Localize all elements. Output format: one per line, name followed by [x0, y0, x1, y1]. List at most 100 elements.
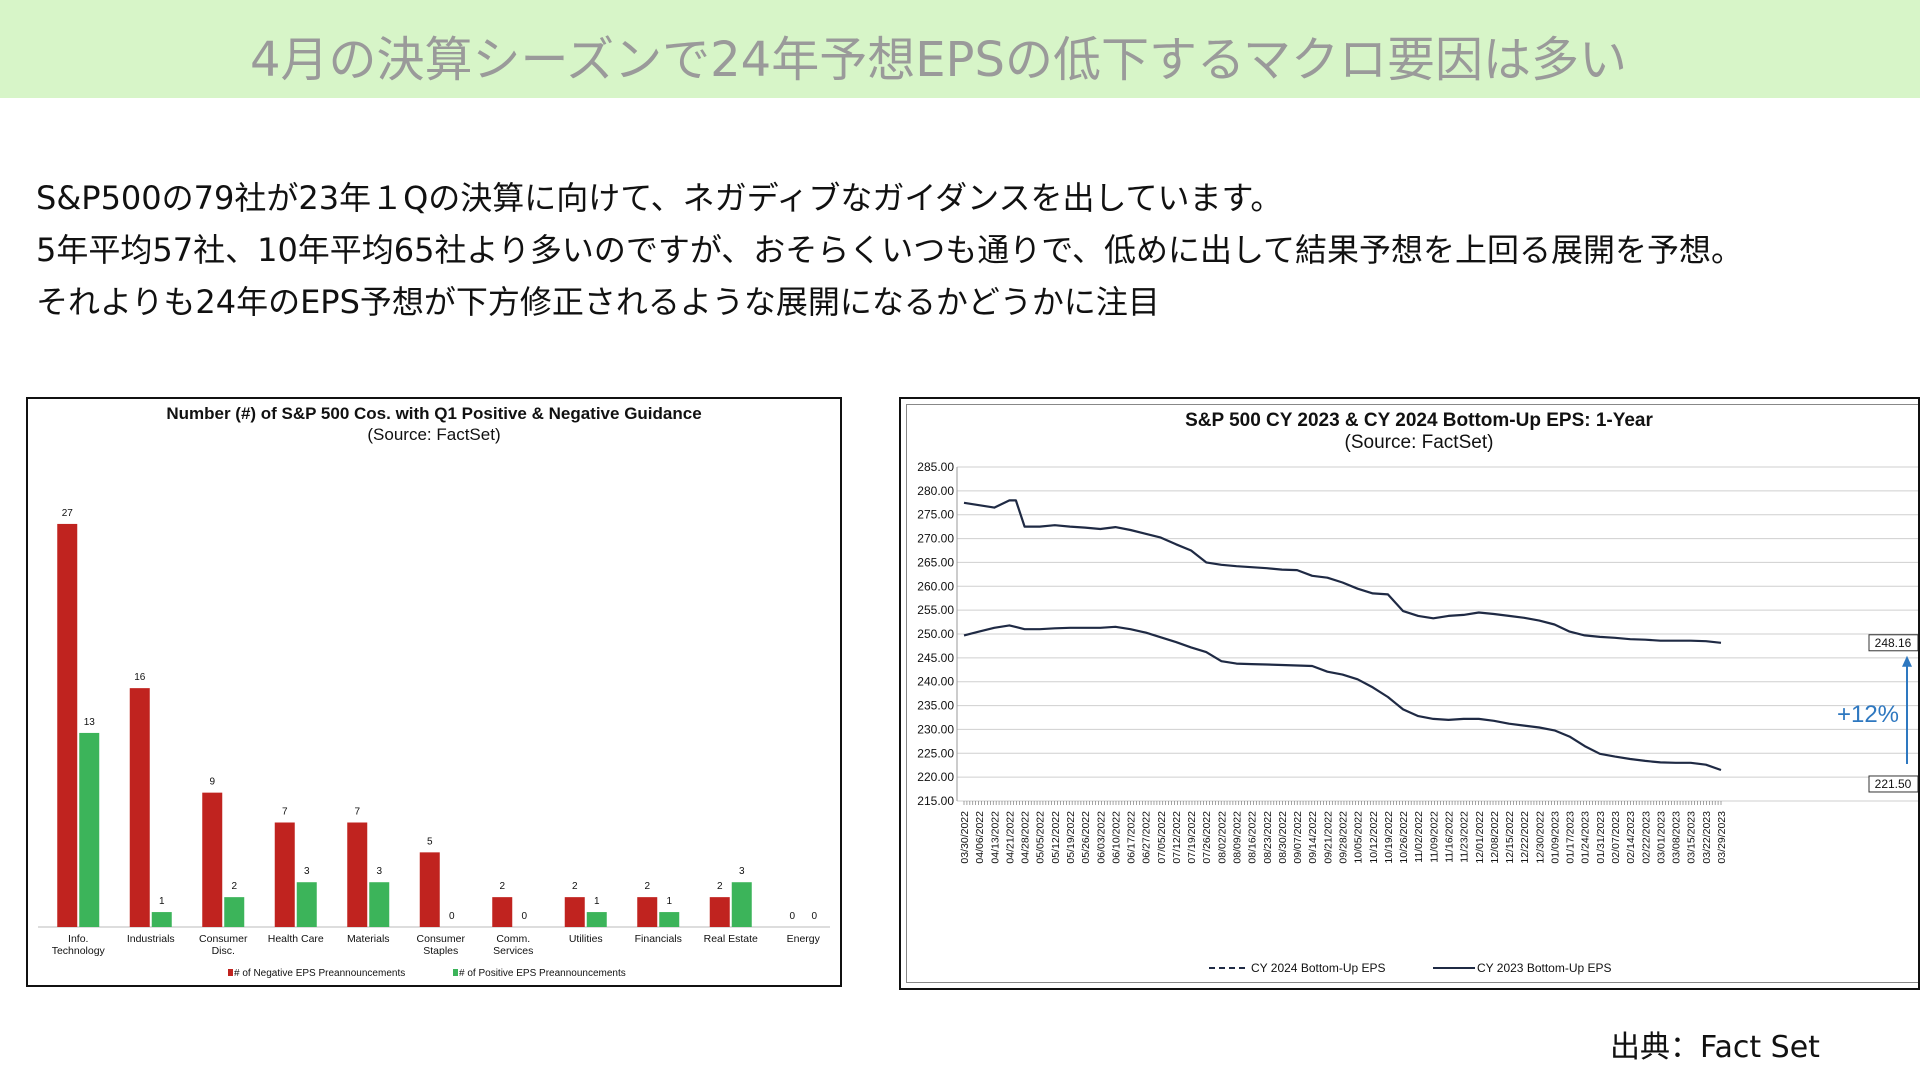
x-tick-label: 03/01/2023 — [1655, 811, 1667, 864]
bar-negative — [709, 897, 730, 927]
y-tick-label: 265.00 — [917, 555, 954, 569]
x-tick-label: 01/31/2023 — [1595, 811, 1607, 864]
bar-value-label: 27 — [62, 508, 74, 519]
x-tick-label: 02/14/2023 — [1625, 811, 1637, 864]
bar-positive — [369, 882, 390, 927]
bar-negative — [564, 897, 585, 927]
x-tick-label: 01/17/2023 — [1565, 811, 1577, 864]
y-tick-label: 285.00 — [917, 460, 954, 474]
x-tick-label: 04/06/2022 — [974, 811, 986, 864]
line-chart-title: S&P 500 CY 2023 & CY 2024 Bottom-Up EPS:… — [1185, 410, 1653, 431]
x-tick-label: 10/26/2022 — [1398, 811, 1410, 864]
x-tick-label: 04/28/2022 — [1020, 811, 1032, 864]
bar-category-label: Comm. — [496, 933, 530, 945]
bar-positive — [586, 912, 607, 927]
y-tick-label: 245.00 — [917, 651, 954, 665]
x-tick-label: 06/27/2022 — [1141, 811, 1153, 864]
bar-value-label: 2 — [572, 881, 578, 892]
bar-negative — [202, 792, 223, 927]
x-tick-label: 08/09/2022 — [1232, 811, 1244, 864]
bar-value-label: 5 — [427, 836, 433, 847]
bar-negative — [274, 822, 295, 927]
y-tick-label: 240.00 — [917, 675, 954, 689]
x-tick-label: 10/12/2022 — [1368, 811, 1380, 864]
bar-category-label: Utilities — [569, 933, 603, 945]
bar-positive — [151, 912, 172, 927]
bar-category-label: Services — [493, 945, 533, 957]
x-tick-label: 01/09/2023 — [1549, 811, 1561, 864]
x-tick-label: 02/22/2023 — [1640, 811, 1652, 864]
cy2023-eps-line — [963, 624, 1722, 772]
x-tick-label: 08/02/2022 — [1216, 811, 1228, 864]
x-tick-label: 05/26/2022 — [1080, 811, 1092, 864]
x-tick-label: 03/15/2023 — [1686, 811, 1698, 864]
x-tick-label: 03/08/2023 — [1671, 811, 1683, 864]
legend-swatch — [453, 969, 458, 976]
bar-negative — [57, 523, 78, 927]
bar-positive — [659, 912, 680, 927]
growth-label: +12% — [1837, 701, 1899, 728]
bar-value-label: 3 — [739, 866, 745, 877]
legend-swatch — [228, 969, 233, 976]
y-tick-label: 275.00 — [917, 508, 954, 522]
bar-positive — [296, 882, 317, 927]
bar-value-label: 3 — [376, 866, 382, 877]
y-tick-label: 225.00 — [917, 746, 954, 760]
bar-category-label: Industrials — [127, 933, 175, 945]
x-tick-label: 07/19/2022 — [1186, 811, 1198, 864]
x-tick-label: 05/05/2022 — [1035, 811, 1047, 864]
y-tick-label: 255.00 — [917, 603, 954, 617]
x-tick-label: 10/19/2022 — [1383, 811, 1395, 864]
bar-value-label: 0 — [521, 911, 527, 922]
bar-value-label: 0 — [449, 911, 455, 922]
bar-category-label: Materials — [347, 933, 390, 945]
x-tick-label: 12/22/2022 — [1519, 811, 1531, 864]
bar-positive — [224, 897, 245, 927]
x-tick-label: 11/09/2022 — [1428, 811, 1440, 863]
x-tick-label: 08/16/2022 — [1247, 811, 1259, 864]
bar-value-label: 1 — [159, 896, 165, 907]
x-tick-label: 12/15/2022 — [1504, 811, 1516, 864]
bar-category-label: Consumer — [417, 933, 466, 945]
body-line-3: それよりも24年のEPS予想が下方修正されるような展開になるかどうかに注目 — [36, 283, 1160, 321]
x-tick-label: 07/12/2022 — [1171, 811, 1183, 864]
bar-value-label: 2 — [499, 881, 505, 892]
legend-label: # of Negative EPS Preannouncements — [234, 968, 405, 979]
x-tick-label: 03/30/2022 — [959, 811, 971, 864]
bar-category-label: Energy — [787, 933, 821, 945]
x-tick-label: 06/10/2022 — [1110, 811, 1122, 864]
bar-value-label: 1 — [666, 896, 672, 907]
bar-value-label: 7 — [282, 807, 288, 818]
bar-negative — [637, 897, 658, 927]
x-tick-label: 05/12/2022 — [1050, 811, 1062, 864]
body-line-1: S&P500の79社が23年１Qの決算に向けて、ネガディブなガイダンスを出してい… — [36, 179, 1283, 217]
bar-value-label: 1 — [594, 896, 600, 907]
body-text: S&P500の79社が23年１Qの決算に向けて、ネガディブなガイダンスを出してい… — [36, 172, 1896, 328]
bar-positive — [731, 882, 752, 927]
x-tick-label: 08/23/2022 — [1262, 811, 1274, 864]
bar-value-label: 16 — [134, 672, 146, 683]
body-line-2: 5年平均57社、10年平均65社より多いのですが、おそらくいつも通りで、低めに出… — [36, 231, 1743, 269]
x-tick-label: 06/03/2022 — [1095, 811, 1107, 864]
bar-category-label: Technology — [52, 945, 106, 957]
y-tick-label: 215.00 — [917, 794, 954, 808]
bar-value-label: 0 — [811, 911, 817, 922]
x-tick-label: 05/19/2022 — [1065, 811, 1077, 864]
bar-chart-subtitle: (Source: FactSet) — [367, 425, 500, 444]
x-tick-label: 11/16/2022 — [1443, 811, 1455, 863]
callout-2024: 248.16 — [1875, 636, 1912, 650]
bar-negative — [347, 822, 368, 927]
x-tick-label: 10/05/2022 — [1353, 811, 1365, 864]
x-tick-label: 11/23/2022 — [1459, 811, 1471, 863]
x-tick-label: 12/08/2022 — [1489, 811, 1501, 864]
callout-2023: 221.50 — [1875, 777, 1912, 791]
y-tick-label: 230.00 — [917, 722, 954, 736]
bar-value-label: 13 — [84, 717, 96, 728]
x-tick-label: 03/22/2023 — [1701, 811, 1713, 864]
x-tick-label: 09/21/2022 — [1322, 811, 1334, 864]
x-tick-label: 09/07/2022 — [1292, 811, 1304, 864]
bar-value-label: 9 — [209, 777, 215, 788]
guidance-bar-chart: Number (#) of S&P 500 Cos. with Q1 Posit… — [38, 404, 830, 979]
x-tick-label: 04/13/2022 — [989, 811, 1001, 864]
bar-value-label: 0 — [789, 911, 795, 922]
